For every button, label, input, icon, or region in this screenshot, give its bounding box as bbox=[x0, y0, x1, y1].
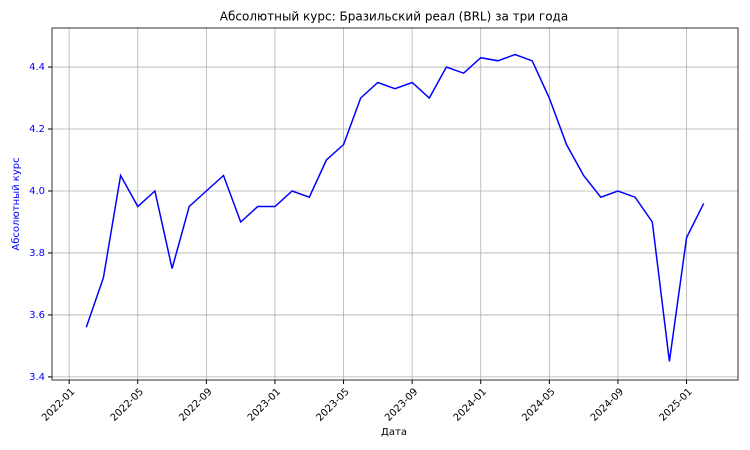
x-tick-label: 2024-05 bbox=[520, 386, 557, 423]
x-tick-label: 2024-01 bbox=[452, 386, 489, 423]
y-tick-label: 3.8 bbox=[29, 248, 45, 259]
x-axis-label: Дата bbox=[381, 427, 407, 438]
y-axis-label: Абсолютный курс bbox=[11, 157, 22, 250]
y-tick-label: 3.4 bbox=[29, 372, 45, 383]
x-tick-label: 2024-09 bbox=[589, 386, 626, 423]
x-tick-label: 2025-01 bbox=[657, 386, 694, 423]
y-tick-label: 3.6 bbox=[29, 310, 45, 321]
x-tick-label: 2023-05 bbox=[314, 386, 351, 423]
x-tick-label: 2022-05 bbox=[109, 386, 146, 423]
y-tick-label: 4.2 bbox=[29, 124, 45, 135]
line bbox=[85, 53, 705, 362]
chart-title: Абсолютный курс: Бразильский реал (BRL) … bbox=[220, 10, 568, 24]
y-tick-label: 4.4 bbox=[29, 62, 45, 73]
x-tick-label: 2022-01 bbox=[40, 386, 77, 423]
plot-frame bbox=[51, 27, 739, 381]
y-tick-label: 4.0 bbox=[29, 186, 45, 197]
x-tick-label: 2022-09 bbox=[177, 386, 214, 423]
x-tick-label: 2023-01 bbox=[246, 386, 283, 423]
x-tick-label: 2023-09 bbox=[383, 386, 420, 423]
